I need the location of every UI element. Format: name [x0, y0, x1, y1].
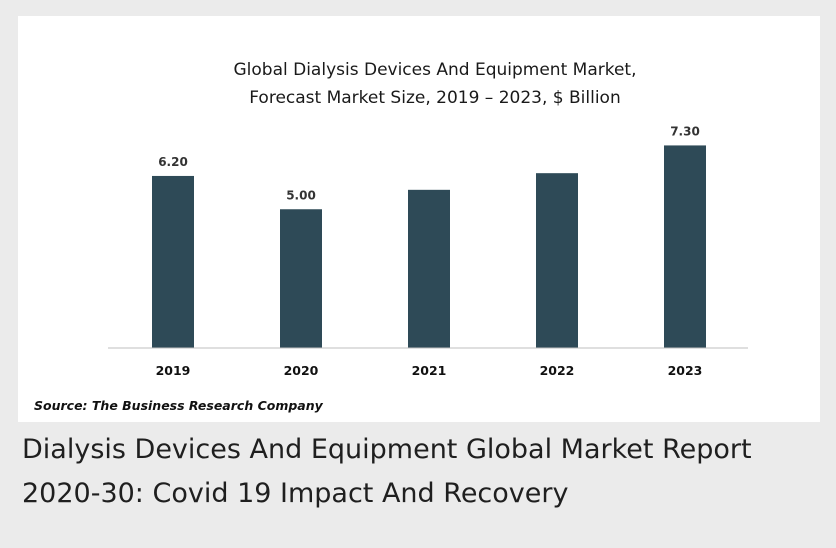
data-label-2019: 6.20 — [158, 155, 188, 169]
data-label-2020: 5.00 — [286, 188, 316, 202]
bar-2020 — [280, 209, 322, 348]
bar-chart: Global Dialysis Devices And Equipment Ma… — [108, 60, 748, 378]
x-tick-2022: 2022 — [540, 363, 575, 378]
bar-2022 — [536, 173, 578, 348]
x-tick-2020: 2020 — [284, 363, 319, 378]
x-tick-2021: 2021 — [412, 363, 447, 378]
chart-title-line-1: Global Dialysis Devices And Equipment Ma… — [233, 60, 636, 80]
bar-2023 — [664, 145, 706, 348]
chart-panel: Global Dialysis Devices And Equipment Ma… — [18, 16, 820, 422]
caption-line-2: 2020-30: Covid 19 Impact And Recovery — [22, 478, 569, 509]
x-tick-2019: 2019 — [156, 363, 191, 378]
x-tick-2023: 2023 — [668, 363, 703, 378]
caption-line-1: Dialysis Devices And Equipment Global Ma… — [22, 434, 752, 465]
data-label-2023: 7.30 — [670, 124, 700, 138]
chart-title-line-2: Forecast Market Size, 2019 – 2023, $ Bil… — [249, 88, 620, 108]
bar-2021 — [408, 189, 450, 348]
report-caption[interactable]: Dialysis Devices And Equipment Global Ma… — [22, 428, 822, 516]
source-note: Source: The Business Research Company — [34, 398, 323, 413]
bar-2019 — [152, 175, 194, 348]
